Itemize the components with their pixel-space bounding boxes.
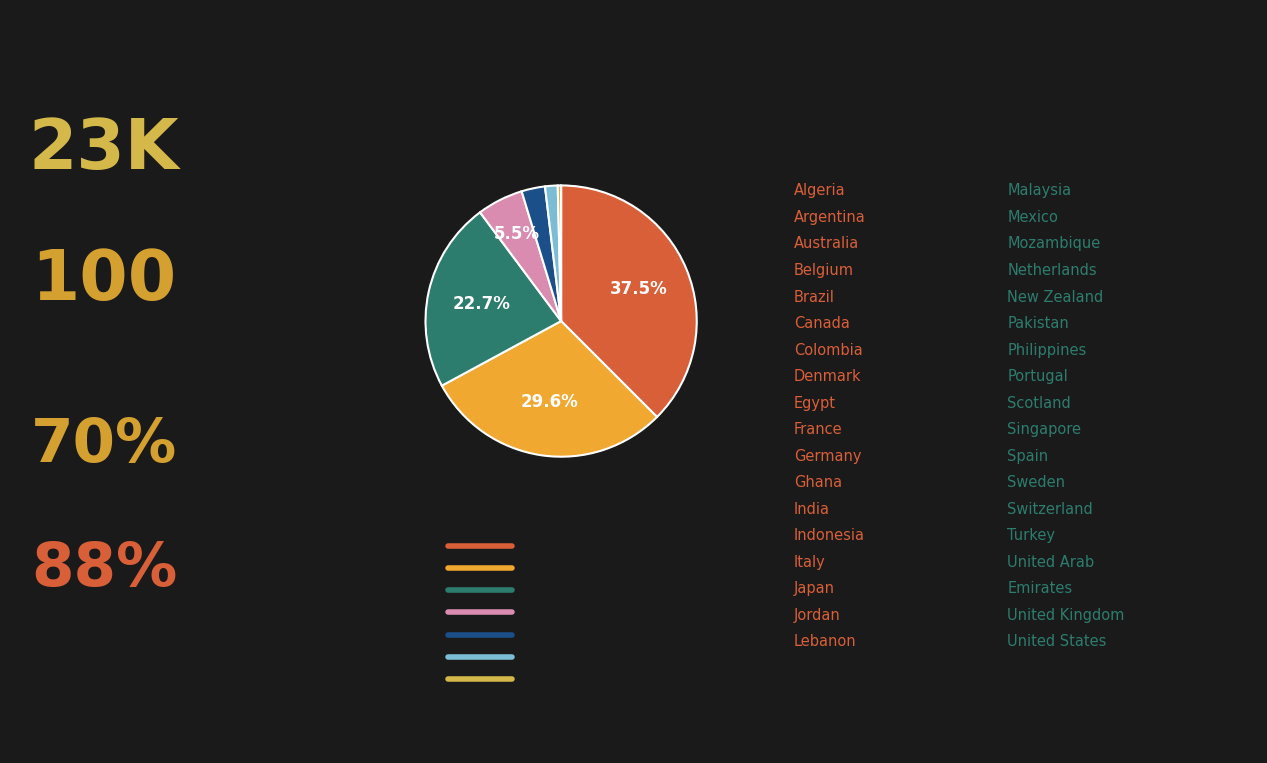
- Text: Switzerland: Switzerland: [1007, 502, 1093, 517]
- Text: Mexico: Mexico: [1007, 210, 1058, 225]
- Text: Lebanon: Lebanon: [793, 634, 856, 649]
- Text: Under 18: Under 18: [526, 539, 602, 553]
- Text: Spain: Spain: [1007, 449, 1049, 464]
- Text: Netherlands: Netherlands: [1007, 263, 1097, 278]
- Text: India: India: [793, 502, 830, 517]
- Text: Singapore: Singapore: [1007, 422, 1082, 437]
- Text: 88%: 88%: [32, 540, 177, 599]
- Text: Scotland: Scotland: [1007, 395, 1071, 410]
- Text: 30+: 30+: [526, 605, 559, 620]
- Text: Emirates: Emirates: [1007, 581, 1073, 596]
- Text: Brazil: Brazil: [793, 289, 835, 304]
- Text: Ghana: Ghana: [793, 475, 841, 490]
- Text: Japan: Japan: [793, 581, 835, 596]
- Text: 100: 100: [32, 247, 177, 314]
- Text: Algeria: Algeria: [793, 183, 845, 198]
- Text: Indonesia: Indonesia: [793, 528, 865, 543]
- Text: Belgium: Belgium: [793, 263, 854, 278]
- Text: Germany: Germany: [793, 449, 862, 464]
- Text: United States: United States: [1007, 634, 1107, 649]
- Text: United Kingdom: United Kingdom: [1007, 608, 1125, 623]
- Text: Italy: Italy: [793, 555, 826, 570]
- Text: 50+: 50+: [526, 649, 559, 665]
- Text: Philippines: Philippines: [1007, 343, 1087, 358]
- Text: Mozambique: Mozambique: [1007, 237, 1101, 252]
- Text: Argentina: Argentina: [793, 210, 865, 225]
- Text: Australia: Australia: [793, 237, 859, 252]
- Text: registered students: registered students: [256, 141, 456, 159]
- Text: Malaysia: Malaysia: [1007, 183, 1072, 198]
- Text: Sweden: Sweden: [1007, 475, 1066, 490]
- Text: Canada: Canada: [793, 316, 850, 331]
- Text: 70%: 70%: [32, 416, 177, 475]
- Text: from: from: [100, 208, 148, 226]
- Text: Denmark: Denmark: [793, 369, 862, 384]
- Text: BIPOC & minority: BIPOC & minority: [246, 423, 422, 441]
- Text: 60+: 60+: [526, 671, 559, 687]
- Text: female-identifying: female-identifying: [246, 561, 433, 578]
- Text: 18-25: 18-25: [526, 561, 573, 575]
- Text: ethnic groups: ethnic groups: [246, 449, 385, 468]
- Text: France: France: [793, 422, 843, 437]
- Text: Turkey: Turkey: [1007, 528, 1055, 543]
- Text: New Zealand: New Zealand: [1007, 289, 1104, 304]
- Text: of which: of which: [89, 336, 174, 353]
- Text: Portugal: Portugal: [1007, 369, 1068, 384]
- Text: 25-30: 25-30: [526, 583, 573, 598]
- Text: United Arab: United Arab: [1007, 555, 1095, 570]
- Text: Age Demographics: Age Demographics: [451, 76, 672, 96]
- Text: Jordan: Jordan: [793, 608, 840, 623]
- Text: countries worldwide: countries worldwide: [256, 272, 461, 290]
- Text: 40+: 40+: [526, 627, 559, 642]
- Text: 23K: 23K: [29, 116, 180, 183]
- Text: Egypt: Egypt: [793, 395, 836, 410]
- Text: Our students log in from
across the globe.: Our students log in from across the glob…: [853, 93, 1143, 139]
- Text: Colombia: Colombia: [793, 343, 863, 358]
- Text: Pakistan: Pakistan: [1007, 316, 1069, 331]
